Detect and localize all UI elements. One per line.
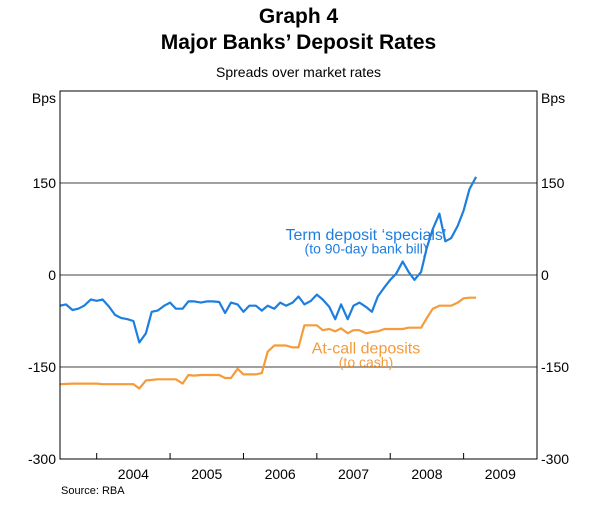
- y-tick-label-left: -300: [28, 451, 56, 467]
- x-tick-label: 2006: [265, 466, 296, 482]
- x-tick-label: 2009: [485, 466, 516, 482]
- chart-title: Graph 4: [258, 5, 339, 28]
- source-note: Source: RBA: [61, 485, 125, 497]
- x-tick-label: 2007: [338, 466, 369, 482]
- series-line-term-deposit-specials: [59, 176, 478, 344]
- y-tick-label-left: -150: [28, 359, 56, 375]
- chart-title-line2: Major Banks’ Deposit Rates: [160, 31, 437, 54]
- x-tick-label: 2008: [411, 466, 442, 482]
- y-tick-label-left: 150: [33, 175, 57, 191]
- annotation-term-deposit-name: Term deposit ‘specials’: [286, 227, 447, 244]
- y-tick-label-left: 0: [48, 267, 56, 283]
- series-line-at-call-deposits: [59, 296, 477, 390]
- chart-subtitle: Spreads over market rates: [216, 64, 381, 80]
- y-tick-label-right: -300: [541, 451, 569, 467]
- x-tick-label: 2004: [118, 466, 149, 482]
- annotation-at-call-name: At-call deposits: [312, 341, 421, 358]
- y-axis-unit-left: Bps: [32, 90, 56, 106]
- y-axis-unit-right: Bps: [541, 90, 565, 106]
- annotation-term-deposit-note: (to 90-day bank bill): [305, 241, 428, 257]
- plot-frame: [59, 90, 538, 460]
- y-tick-label-right: -150: [541, 359, 569, 375]
- y-tick-label-right: 0: [541, 267, 549, 283]
- y-tick-label-right: 150: [541, 175, 565, 191]
- annotation-at-call-note: (to cash): [339, 354, 393, 370]
- x-tick-label: 2005: [191, 466, 222, 482]
